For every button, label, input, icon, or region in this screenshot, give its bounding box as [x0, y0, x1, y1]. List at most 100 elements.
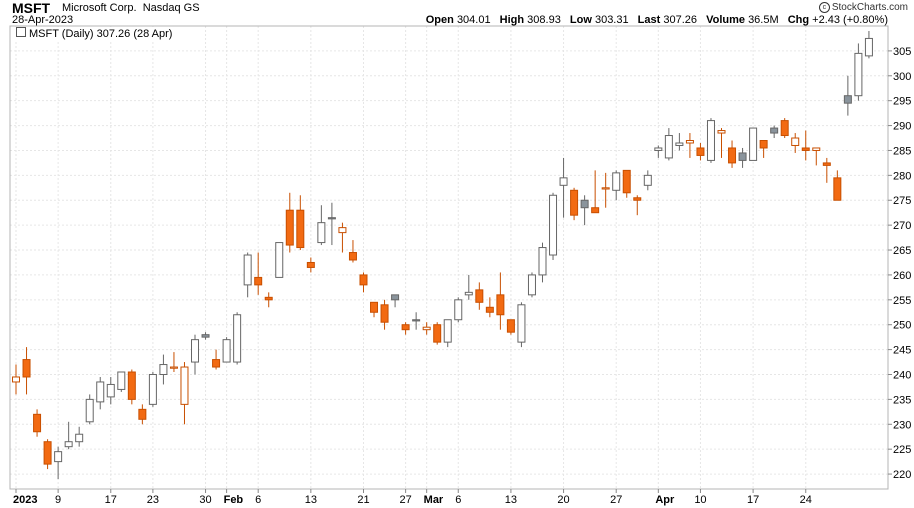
y-tick-label: 300	[893, 71, 911, 83]
candle-body	[822, 162, 831, 166]
low-value: 303.31	[594, 14, 629, 26]
quote-date: 28-Apr-2023	[12, 14, 74, 26]
candle-body	[759, 140, 768, 149]
candle-body	[622, 169, 631, 194]
candle-body	[664, 135, 673, 159]
candle	[749, 127, 758, 161]
candle	[254, 252, 263, 295]
candle	[570, 187, 579, 221]
candle	[527, 272, 536, 298]
x-tick-label: 13	[305, 494, 317, 506]
candle-body	[854, 52, 863, 97]
candle	[159, 354, 168, 385]
candle	[370, 301, 379, 318]
candle	[864, 30, 873, 59]
x-tick-label: 17	[105, 494, 117, 506]
high-value: 308.93	[527, 14, 561, 26]
candle	[685, 133, 694, 158]
candle-body	[496, 294, 505, 316]
candle	[12, 364, 20, 395]
candle-body	[464, 291, 473, 296]
candle-body	[222, 339, 231, 363]
candle-body	[538, 247, 547, 276]
candle	[664, 128, 673, 161]
y-tick-label: 280	[893, 170, 911, 182]
candle	[180, 362, 189, 425]
candle-body	[675, 142, 684, 146]
candle-body	[654, 147, 663, 151]
x-tick-label: 21	[357, 494, 369, 506]
candle	[654, 145, 663, 158]
candle-body	[559, 177, 568, 186]
last-label: Last	[637, 14, 661, 26]
candle-body	[180, 366, 189, 405]
candle-body	[148, 373, 157, 405]
candle	[822, 157, 831, 183]
candle-body	[843, 95, 852, 104]
candle-body	[780, 120, 789, 137]
chg-value: +2.43 (+0.80%)	[812, 14, 888, 26]
legend-label: MSFT (Daily) 307.26 (28 Apr)	[29, 28, 173, 40]
x-tick-label: Feb	[224, 494, 244, 506]
x-tick-label: 27	[610, 494, 622, 506]
candle	[728, 140, 737, 168]
candle-body	[685, 140, 694, 144]
candle	[612, 170, 621, 201]
candle-body	[64, 441, 73, 448]
quote-summary: Open 304.01 High 308.93 Low 303.31 Last …	[426, 14, 888, 26]
candle	[843, 75, 852, 116]
x-tick-label: 2023	[13, 494, 37, 506]
candle	[601, 172, 610, 208]
x-tick-label: 9	[55, 494, 61, 506]
volume-label: Volume	[706, 14, 745, 26]
candle	[54, 446, 63, 480]
candle-body	[264, 296, 273, 301]
legend-swatch	[16, 27, 26, 37]
candle-body	[243, 254, 252, 286]
volume-value: 36.5M	[748, 14, 779, 26]
y-tick-label: 225	[893, 444, 911, 456]
ticker-symbol: MSFT	[12, 0, 51, 16]
x-tick-label: 20	[557, 494, 569, 506]
y-axis: 220 225 230 235 240 245 250 255 260 265 270 275 280 2…	[888, 46, 911, 481]
copyright[interactable]: c StockCharts.com	[818, 2, 908, 13]
candle-body	[127, 371, 136, 400]
candle	[391, 294, 400, 308]
candle-body	[601, 187, 610, 190]
copyright-label: StockCharts.com	[831, 2, 908, 13]
candle	[317, 205, 326, 246]
candle-body	[275, 242, 284, 278]
candle	[233, 312, 242, 365]
candle	[643, 170, 652, 191]
copyright-icon: c	[818, 2, 830, 13]
candle-body	[117, 371, 126, 390]
candle	[201, 332, 210, 340]
candle	[359, 272, 368, 293]
candle-body	[706, 120, 715, 161]
x-tick-label: 13	[505, 494, 517, 506]
candle	[380, 299, 389, 330]
candle-body	[96, 381, 105, 403]
candle-body	[85, 398, 94, 423]
candle	[738, 147, 747, 168]
candle-body	[527, 274, 536, 296]
candle	[780, 118, 789, 139]
candle	[717, 128, 726, 158]
candle	[538, 242, 547, 283]
x-axis: 2023 9 17 23 30 Feb 6 13 21 27 Mar 6 13 20 27 Apr 10 17 24	[13, 489, 812, 506]
company-label: Microsoft Corp.	[62, 2, 137, 14]
candle	[96, 376, 105, 410]
candle-body	[233, 314, 242, 363]
candle	[85, 394, 94, 425]
candle	[812, 147, 821, 166]
candle-body	[306, 261, 315, 268]
candle	[580, 195, 589, 226]
candle-body	[412, 319, 421, 322]
open-label: Open	[425, 14, 454, 26]
candle	[485, 297, 494, 318]
candle-body	[296, 209, 305, 249]
y-tick-label: 290	[893, 121, 911, 133]
x-tick-label: Mar	[424, 494, 444, 506]
candle-body	[380, 304, 389, 323]
